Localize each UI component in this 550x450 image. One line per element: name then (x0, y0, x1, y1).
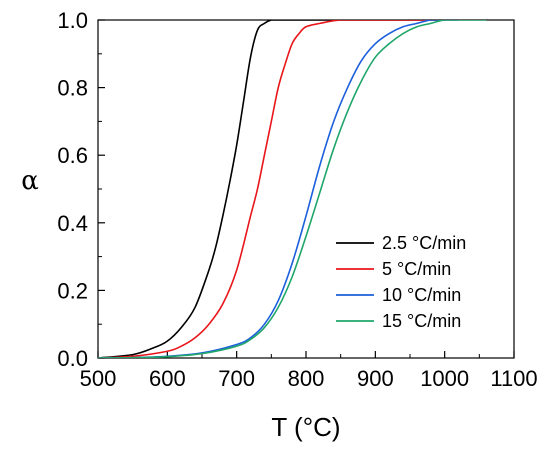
series-lines (98, 20, 487, 358)
series-line-3 (98, 20, 459, 358)
y-tick-label: 0.0 (57, 346, 88, 371)
x-tick-label: 1100 (490, 366, 537, 391)
axis-ticks (97, 19, 515, 359)
legend-label-3: 10 °C/min (382, 285, 461, 305)
legend-label-2: 5 °C/min (382, 259, 451, 279)
x-tick-label: 500 (80, 366, 117, 391)
y-axis-title: α (21, 166, 39, 196)
plot-frame (97, 19, 515, 359)
y-tick-label: 0.6 (57, 143, 88, 168)
x-tick-label: 600 (149, 366, 186, 391)
legend-label-4: 15 °C/min (382, 311, 461, 331)
legend: 2.5 °C/min 5 °C/min 10 °C/min 15 °C/min (336, 233, 466, 331)
series-line-2 (98, 20, 445, 358)
x-axis-title: T (°C) (271, 412, 340, 442)
x-tick-label: 700 (218, 366, 255, 391)
series-line-4 (98, 20, 487, 358)
x-tick-label: 1000 (420, 366, 469, 391)
y-tick-label: 1.0 (57, 8, 88, 33)
y-tick-label: 0.4 (57, 211, 88, 236)
x-tick-label: 900 (357, 366, 394, 391)
y-tick-label: 0.8 (57, 76, 88, 101)
y-tick-label: 0.2 (57, 278, 88, 303)
x-tick-label: 800 (288, 366, 325, 391)
axis-tick-labels: 500 600 700 800 900 1000 1100 0.0 0.2 0.4 0.6 0.8 1.… (57, 8, 537, 391)
series-line-1 (98, 20, 445, 358)
legend-label-1: 2.5 °C/min (382, 233, 466, 253)
